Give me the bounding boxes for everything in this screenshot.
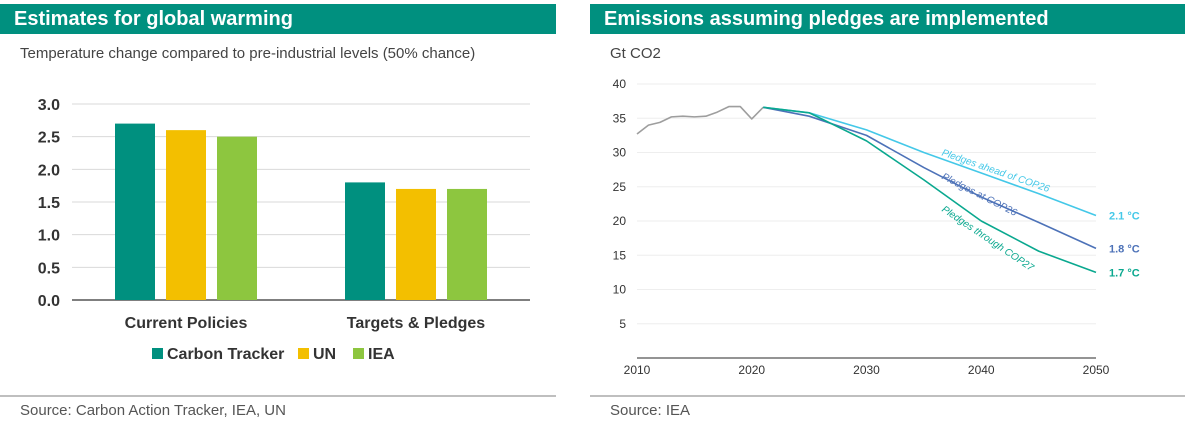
- bar-chart: 3.0 2.5 2.0 1.5 1.0 0.5 0.0 Current Policies Tar…: [38, 97, 530, 363]
- series-line-historical: [636, 105, 764, 135]
- x-category-label: Current Policies: [125, 315, 248, 332]
- bar-un: [396, 188, 436, 300]
- x-tick-label: 2040: [968, 363, 995, 377]
- y-tick-label: 40: [613, 77, 627, 91]
- legend-label: Carbon Tracker: [167, 346, 284, 363]
- bar-carbon-tracker: [115, 123, 155, 300]
- right-panel: Emissions assuming pledges are implement…: [590, 0, 1185, 427]
- line-chart: 40 35 30 25 20 15 10 5 2010 2020 2030 2040 2050 2.1 °…: [613, 77, 1140, 377]
- right-chart-title: Emissions assuming pledges are implement…: [590, 4, 1185, 34]
- x-tick-label: 2050: [1083, 363, 1110, 377]
- x-tick-label: 2010: [624, 363, 651, 377]
- x-tick-label: 2030: [853, 363, 880, 377]
- right-source: Source: IEA: [610, 402, 691, 419]
- series-line-pledges-at-cop26: [763, 106, 1097, 250]
- y-tick-label: 35: [613, 111, 627, 125]
- y-tick-label: 0.5: [38, 260, 60, 277]
- legend-label: IEA: [368, 346, 395, 363]
- legend-swatch: [353, 348, 364, 359]
- y-tick-label: 25: [613, 180, 627, 194]
- x-tick-label: 2020: [738, 363, 765, 377]
- y-tick-label: 20: [613, 214, 627, 228]
- y-tick-label: 1.0: [38, 228, 60, 245]
- series-line-pledges-ahead-of-cop26: [763, 106, 1097, 217]
- series-end-label: 2.1 °C: [1109, 211, 1140, 223]
- right-footer-rule: [590, 395, 1185, 397]
- legend-swatch: [298, 348, 309, 359]
- y-tick-label: 15: [613, 248, 627, 262]
- left-panel: Estimates for global warming Temperature…: [0, 0, 556, 427]
- series-line-pledges-through-cop27: [763, 106, 1097, 274]
- series-end-label: 1.7 °C: [1109, 267, 1140, 279]
- y-tick-label: 1.5: [38, 195, 60, 212]
- y-tick-label: 0.0: [38, 293, 60, 310]
- y-tick-label: 2.0: [38, 162, 60, 179]
- bar-iea: [217, 136, 257, 300]
- left-footer-rule: [0, 395, 556, 397]
- legend-label: UN: [313, 346, 336, 363]
- left-chart-subtitle: Temperature change compared to pre-indus…: [20, 45, 476, 62]
- bar-un: [166, 130, 206, 300]
- x-category-label: Targets & Pledges: [347, 315, 486, 332]
- left-chart-title: Estimates for global warming: [0, 4, 556, 34]
- left-source: Source: Carbon Action Tracker, IEA, UN: [20, 402, 286, 419]
- y-tick-label: 10: [613, 283, 627, 297]
- right-y-unit: Gt CO2: [610, 45, 661, 62]
- bar-iea: [447, 188, 487, 300]
- y-tick-label: 3.0: [38, 97, 60, 114]
- bar-carbon-tracker: [345, 182, 385, 300]
- legend-swatch: [152, 348, 163, 359]
- series-end-label: 1.8 °C: [1109, 243, 1140, 255]
- y-tick-label: 2.5: [38, 130, 60, 147]
- y-tick-label: 30: [613, 146, 627, 160]
- y-tick-label: 5: [619, 317, 626, 331]
